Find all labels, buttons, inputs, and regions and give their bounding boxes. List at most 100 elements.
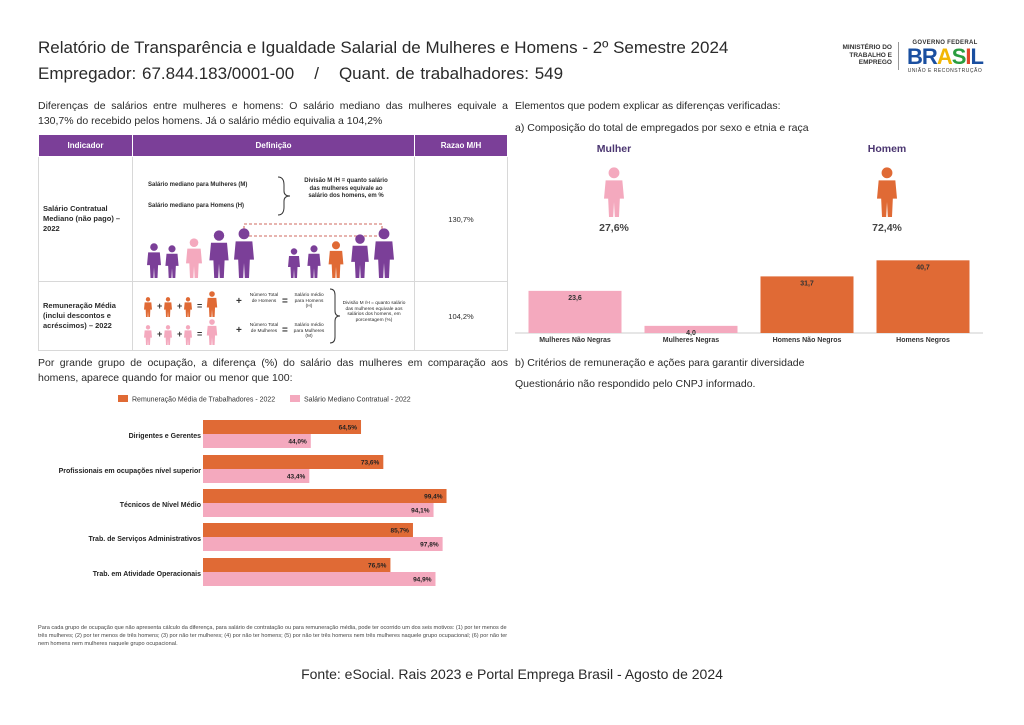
bar-value-label: 94,1% [411,508,430,515]
gov-main-text: BRASIL [907,44,984,69]
person-icon [164,325,172,345]
definition-median: Salário mediano para Mulheres (M) Salári… [132,156,415,282]
occupation-chart-svg: Remuneração Média de Trabalhadores - 202… [59,395,447,586]
section-b-title: b) Critérios de remuneração e ações para… [515,357,805,369]
person-head [209,291,215,297]
bar-value-label: 76,5% [368,563,387,570]
bar [203,572,436,586]
plus-icon: + [177,329,182,339]
person-body [184,330,192,345]
division-avg-text: Divisão M /H = quanto salário das mulher… [342,301,406,323]
person-head [165,297,171,302]
person-body [186,248,202,278]
person-icon [209,230,229,278]
category-label: Profissionais em ocupações nível superio… [59,468,202,475]
person-head [145,297,151,302]
worker-count: Quant. de trabalhadores: 549 [338,64,564,83]
person-head [185,297,191,302]
person-icon [165,245,179,278]
elements-title: Elementos que podem explicar as diferenç… [515,100,781,112]
indicator-median: Salário Contratual Mediano (não pago) – … [38,156,133,282]
ratio-average: 104,2% [414,281,508,351]
separator: / [314,64,319,83]
person-head [213,230,225,241]
person-body [351,245,369,278]
bar-value-label: 23,6 [568,295,582,302]
category-label: Homens Negros [896,337,950,344]
gender-label: Homem [868,143,907,155]
person-icon [374,228,394,278]
plus-icon: + [157,301,162,311]
bar-value-label: 73,6% [361,460,380,467]
person-icon [184,325,192,345]
equals-icon: = [197,301,202,311]
person-body [604,180,624,217]
gov-top-text: GOVERNO FEDERAL [912,40,978,46]
plus-icon: + [236,325,242,336]
bar-value-label: 4,0 [686,330,696,337]
report-title: Relatório de Transparência e Igualdade S… [38,38,729,57]
person-icon [351,234,369,278]
brace-icon [277,176,291,216]
male-icon [877,167,897,217]
female-icon [604,167,624,217]
indicator-average: Remuneração Média (inclui descontos e ac… [38,281,133,351]
bar [760,276,854,333]
occupation-chart: Remuneração Média de Trabalhadores - 202… [38,388,508,598]
bar [203,489,447,503]
person-body [288,256,300,278]
person-icon [186,238,202,278]
category-label: Homens Não Negros [773,337,842,344]
col-indicator: Indicador [38,134,133,157]
equals-icon: = [197,329,202,339]
composition-chart-svg: Mulher 27,6% Homem 72,4% 23,6 Mulheres Não Ne… [515,143,983,344]
employer-id: Empregador: 67.844.183/0001-00 [38,64,295,83]
bar-value-label: 97,8% [420,542,439,549]
bar [203,523,413,537]
person-head [238,228,250,240]
person-icon [234,228,254,278]
bar-value-label: 40,7 [916,264,930,271]
footnote: Para cada grupo de ocupação que não apre… [38,625,508,647]
person-body [164,302,172,317]
total-men-label: Número Total de Homens [249,293,279,304]
legend-label: Remuneração Média de Trabalhadores - 202… [132,397,275,404]
composition-chart: Mulher 27,6% Homem 72,4% 23,6 Mulheres Não Ne… [515,135,985,355]
person-icon [206,319,218,345]
gender-label: Mulher [597,143,631,155]
person-head [209,319,215,325]
plus-icon: + [177,301,182,311]
category-label: Mulheres Não Negras [539,337,611,344]
person-head [355,234,365,244]
person-body [374,241,394,278]
person-body [206,297,218,317]
person-body [184,302,192,317]
category-label: Dirigentes e Gerentes [129,433,201,440]
person-body [164,330,172,345]
bar-value-label: 99,4% [424,494,443,501]
person-body [144,330,152,345]
indicator-table: Indicador Definição Razao M/H Salário Co… [38,134,508,351]
category-label: Trab. em Atividade Operacionais [93,571,201,578]
person-head [881,167,893,179]
avg-men-label: Salário médio para Homens (H) [294,293,324,310]
person-head [185,325,191,330]
person-icon [144,297,152,317]
person-body [307,253,321,278]
person-head [150,243,158,251]
col-definition: Definição [132,134,415,157]
bar-value-label: 85,7% [391,528,410,535]
bar [528,290,622,333]
bar-value-label: 94,9% [413,577,432,584]
source-footer: Fonte: eSocial. Rais 2023 e Portal Empre… [301,666,723,682]
person-body [144,302,152,317]
section-b-text: Questionário não respondido pelo CNPJ in… [515,378,756,390]
plus-icon: + [157,329,162,339]
person-head [168,245,176,253]
table-row: Remuneração Média (inclui descontos e ac… [38,281,508,351]
table-row: Salário Contratual Mediano (não pago) – … [38,156,508,282]
bar-value-label: 31,7 [800,280,814,287]
person-head [189,238,199,247]
occupation-intro: Por grande grupo de ocupação, a diferenç… [38,357,508,384]
definition-average: + + = + + = + Número Total de Homens = Salári… [132,281,415,351]
